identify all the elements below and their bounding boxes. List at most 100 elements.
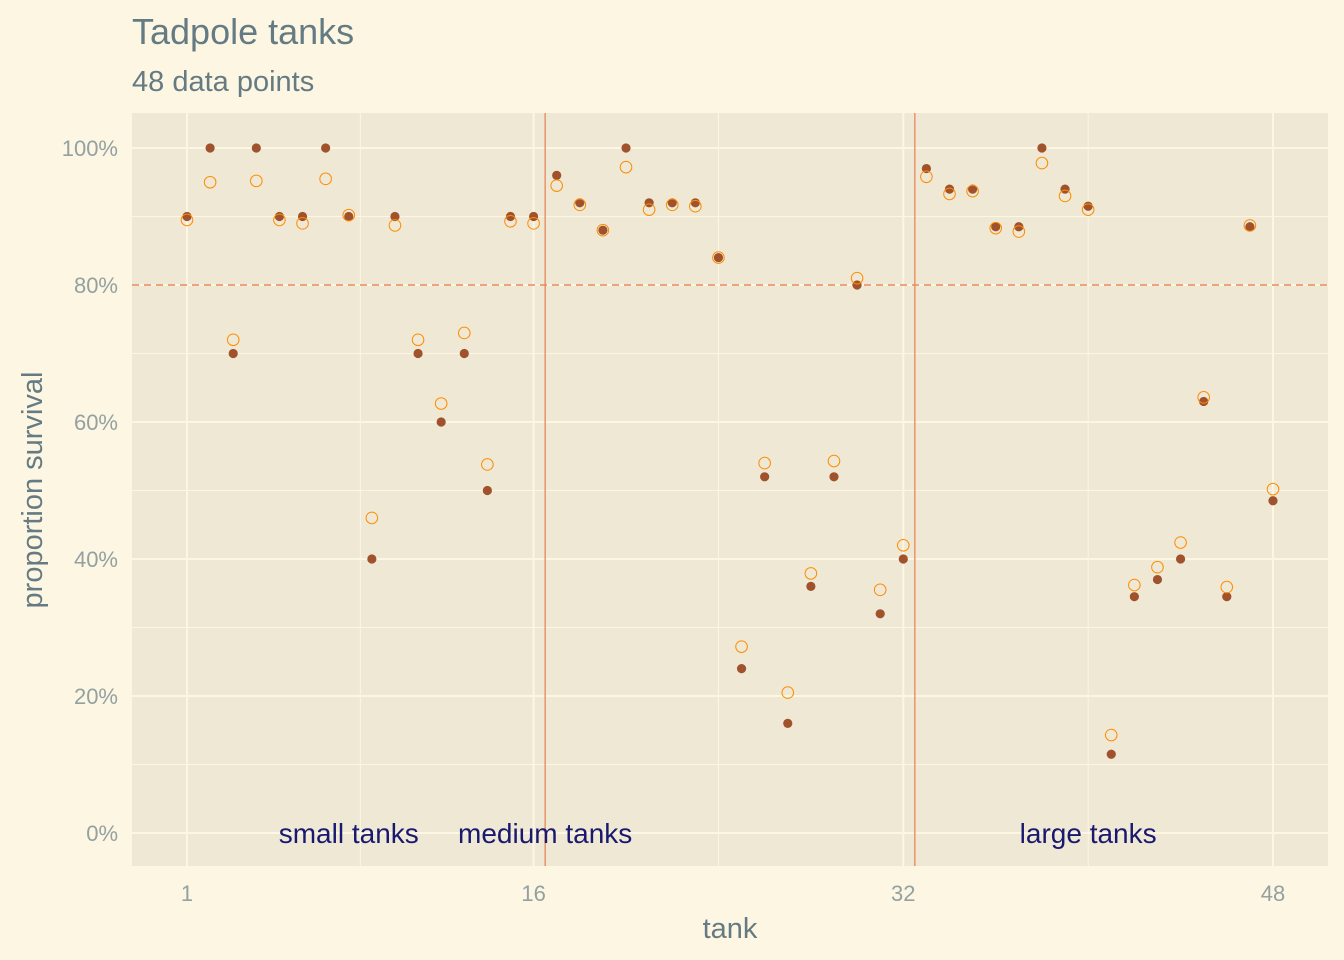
data-point — [713, 253, 724, 263]
data-point — [274, 211, 285, 222]
data-point-hollow — [527, 217, 540, 230]
data-point — [528, 211, 539, 222]
data-point — [505, 211, 516, 222]
y-tick-label: 20% — [74, 684, 118, 709]
data-point — [459, 348, 469, 359]
plot-background — [132, 113, 1328, 866]
data-point-hollow — [1151, 560, 1164, 574]
y-tick-label: 80% — [74, 273, 118, 298]
data-point-hollow — [1174, 536, 1187, 549]
data-point — [344, 211, 354, 222]
data-point — [1083, 201, 1093, 211]
data-point-hollow — [689, 199, 702, 213]
x-tick-label: 16 — [521, 881, 545, 906]
data-point — [944, 184, 955, 194]
y-axis-title: proportion survival — [17, 372, 49, 609]
data-point — [760, 472, 770, 482]
data-point — [991, 222, 1001, 232]
data-point-hollow — [665, 198, 679, 212]
data-point-hollow — [1220, 580, 1234, 594]
data-point — [598, 225, 608, 235]
data-point-hollow — [596, 223, 610, 237]
data-point — [736, 664, 747, 674]
data-point-hollow — [1058, 189, 1072, 203]
data-point — [621, 143, 631, 153]
data-point-hollow — [573, 198, 587, 212]
data-point-hollow — [1104, 728, 1118, 742]
data-point — [1014, 222, 1024, 232]
data-point — [1268, 496, 1278, 506]
data-point-hollow — [966, 184, 979, 198]
group-annotation: small tanks — [279, 818, 419, 849]
data-point-hollow — [226, 333, 240, 347]
data-point-hollow — [920, 170, 933, 184]
data-point-hollow — [804, 567, 818, 580]
data-point — [968, 184, 978, 194]
data-point — [783, 718, 793, 729]
data-point — [1152, 574, 1163, 585]
data-point — [852, 280, 862, 290]
data-point-hollow — [758, 456, 771, 470]
data-point-hollow — [1012, 225, 1026, 238]
data-point-hollow — [319, 172, 332, 186]
data-point — [1106, 749, 1116, 759]
data-point-hollow — [296, 217, 309, 230]
data-point-hollow — [642, 203, 656, 216]
data-point-hollow — [388, 219, 402, 232]
data-point-hollow — [342, 208, 356, 222]
data-point-hollow — [873, 583, 887, 597]
data-point-hollow — [781, 686, 795, 699]
data-point — [1037, 143, 1047, 153]
data-point — [1175, 554, 1186, 564]
data-point-hollow — [1128, 578, 1141, 592]
data-point — [1129, 592, 1139, 602]
data-point-hollow — [989, 221, 1003, 235]
data-point — [367, 554, 377, 564]
data-point — [1222, 592, 1232, 602]
data-point — [921, 163, 932, 174]
data-point — [806, 581, 816, 592]
data-point — [875, 609, 885, 619]
data-point-hollow — [712, 251, 725, 264]
data-point-hollow — [735, 640, 748, 653]
data-point — [390, 211, 400, 222]
data-point — [644, 198, 654, 208]
data-point — [690, 198, 700, 208]
group-annotation: medium tanks — [458, 818, 632, 849]
data-point-hollow — [457, 326, 471, 340]
data-point — [898, 554, 908, 564]
plot-panel: 0% 20% 40% 60% 80% 100% 1 16 32 48 small tanks medi… — [62, 113, 1328, 906]
x-axis-title: tank — [703, 913, 758, 945]
data-point — [575, 198, 585, 208]
chart-title: Tadpole tanks — [132, 11, 354, 52]
data-point — [413, 348, 423, 359]
data-point — [1199, 396, 1209, 407]
data-point-hollow — [411, 333, 425, 347]
data-point-hollow — [504, 214, 517, 228]
data-point-hollow — [619, 160, 633, 174]
data-point-hollow — [365, 511, 379, 525]
data-point — [552, 170, 562, 180]
data-point-hollow — [273, 213, 286, 227]
data-point-hollow — [1197, 391, 1210, 404]
data-point — [829, 472, 839, 482]
data-point — [297, 211, 308, 222]
data-point — [1060, 184, 1070, 194]
data-point — [436, 417, 446, 427]
data-point — [321, 143, 331, 153]
data-point-hollow — [203, 175, 217, 189]
y-tick-label: 40% — [74, 547, 118, 572]
y-tick-label: 100% — [62, 136, 118, 161]
data-point-hollow — [850, 271, 864, 285]
data-point — [205, 143, 215, 153]
data-point-hollow — [1035, 156, 1049, 170]
x-tick-label: 32 — [891, 881, 915, 906]
group-annotation: large tanks — [1020, 818, 1157, 849]
x-tick-label: 1 — [181, 881, 193, 906]
data-point — [251, 143, 261, 153]
data-point-hollow — [550, 179, 564, 192]
data-point-hollow — [180, 213, 194, 227]
y-tick-label: 60% — [74, 410, 118, 435]
y-tick-label: 0% — [86, 821, 118, 846]
